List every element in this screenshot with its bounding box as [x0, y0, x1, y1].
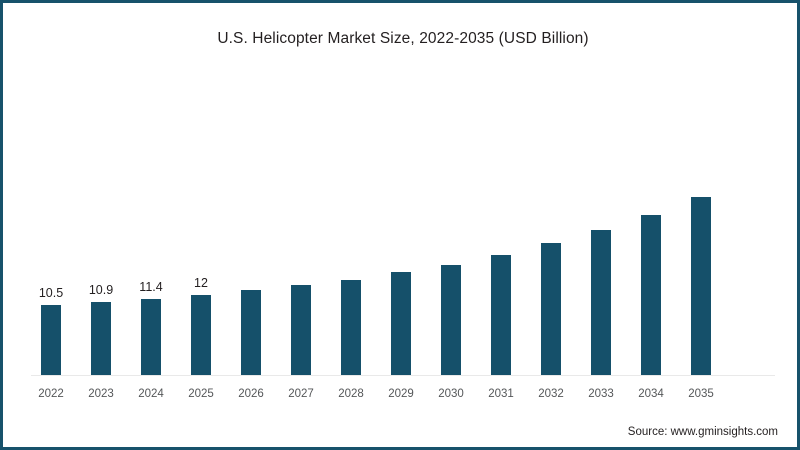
bar[interactable]	[191, 295, 211, 375]
bar-value-label: 10.5	[38, 286, 64, 300]
x-axis-tick-label: 2030	[438, 388, 464, 400]
bar[interactable]	[91, 302, 111, 375]
bar[interactable]	[241, 290, 261, 375]
x-axis-tick-label: 2022	[38, 388, 64, 400]
x-axis-tick-label: 2028	[338, 388, 364, 400]
x-axis-tick-label: 2023	[88, 388, 114, 400]
x-axis-tick-label: 2026	[238, 388, 264, 400]
bar[interactable]	[391, 272, 411, 375]
x-axis-tick-label: 2032	[538, 388, 564, 400]
bar[interactable]	[291, 285, 311, 375]
bar[interactable]	[441, 265, 461, 375]
plot-area: 10.5 2022 10.9 2023 11.4 2024 12 2025 2026 2027 20…	[3, 3, 797, 447]
bar[interactable]	[591, 230, 611, 375]
bar[interactable]	[541, 243, 561, 375]
bar-value-label: 11.4	[139, 280, 163, 294]
bar[interactable]	[491, 255, 511, 375]
x-axis-tick-label: 2033	[588, 388, 614, 400]
bar[interactable]	[641, 215, 661, 375]
x-axis-tick-label: 2035	[688, 388, 714, 400]
bar-value-label: 12	[194, 276, 208, 290]
bar[interactable]	[41, 305, 61, 375]
bar[interactable]	[341, 280, 361, 375]
bar-value-label: 10.9	[88, 283, 114, 297]
bar[interactable]	[691, 197, 711, 375]
axis-baseline	[31, 375, 775, 376]
bar[interactable]	[141, 299, 161, 375]
source-attribution: Source: www.gminsights.com	[627, 426, 778, 438]
x-axis-tick-label: 2025	[188, 388, 214, 400]
x-axis-tick-label: 2029	[388, 388, 414, 400]
x-axis-tick-label: 2031	[488, 388, 514, 400]
chart-title: U.S. Helicopter Market Size, 2022-2035 (…	[217, 30, 589, 47]
x-axis-tick-label: 2024	[138, 388, 164, 400]
x-axis-tick-label: 2034	[638, 388, 664, 400]
x-axis-tick-label: 2027	[288, 388, 314, 400]
